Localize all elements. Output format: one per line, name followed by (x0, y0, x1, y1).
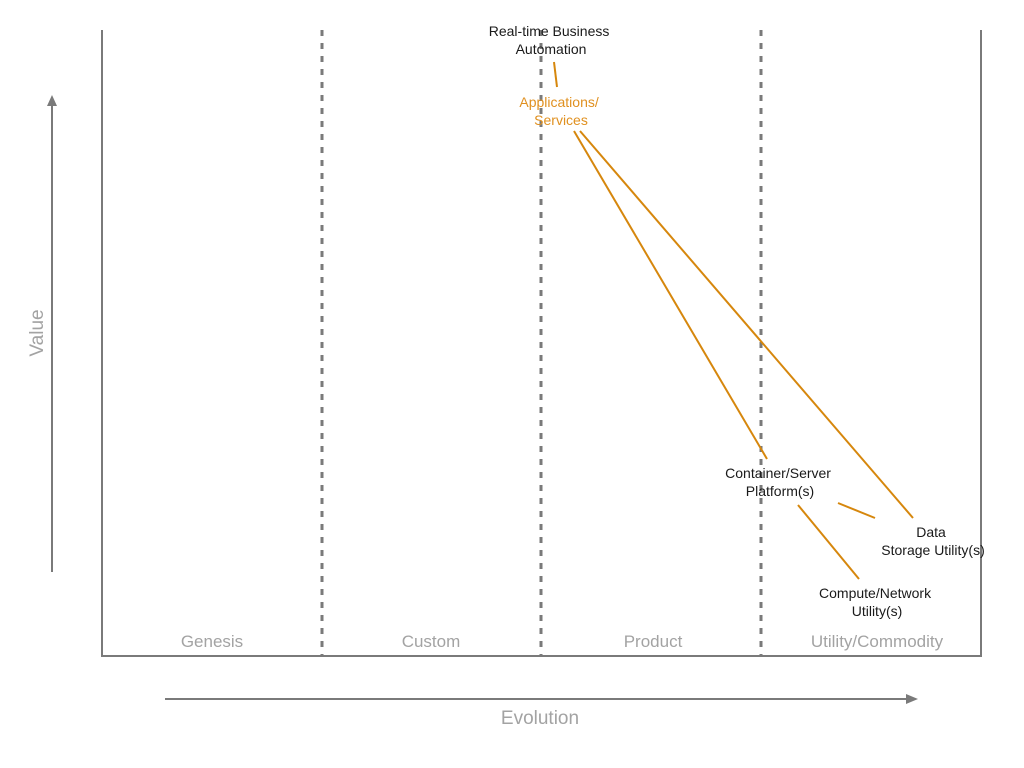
node-label-line: Utility(s) (852, 603, 903, 619)
node-label-line: Automation (516, 41, 587, 57)
stage-label-custom: Custom (402, 632, 461, 651)
node-label-line: Services (534, 112, 588, 128)
map-frame (101, 30, 982, 657)
stage-label-product: Product (624, 632, 683, 651)
link-applications-data (579, 130, 914, 519)
evolution-axis-title: Evolution (501, 708, 579, 729)
link-applications-container (573, 130, 768, 460)
node-label-line: Applications/ (519, 94, 598, 110)
evolution-axis: Evolution (165, 694, 918, 729)
node-applications-services[interactable]: Applications/ Services (519, 94, 602, 128)
node-label: Data Storage Utility(s) (881, 524, 984, 558)
node-label: Container/Server Platform(s) (725, 465, 835, 499)
link-container-compute (797, 504, 860, 580)
node-label-line: Container/Server (725, 465, 831, 481)
node-compute-network-utility[interactable]: Compute/Network Utility(s) (819, 585, 935, 619)
node-label: Compute/Network Utility(s) (819, 585, 935, 619)
stage-label-utility: Utility/Commodity (811, 632, 944, 651)
value-axis-title: Value (27, 309, 48, 356)
node-label-line: Platform(s) (746, 483, 814, 499)
value-axis: Value (27, 95, 57, 572)
node-realtime-business-automation[interactable]: Real-time Business Automation (489, 23, 614, 57)
node-data-storage-utility[interactable]: Data Storage Utility(s) (881, 524, 984, 558)
node-label-line: Storage Utility(s) (881, 542, 984, 558)
link-container-data (837, 502, 876, 519)
stage-label-genesis: Genesis (181, 632, 243, 651)
node-label-line: Data (916, 524, 946, 540)
node-label-line: Real-time Business (489, 23, 610, 39)
node-container-server-platform[interactable]: Container/Server Platform(s) (725, 465, 835, 499)
node-label: Applications/ Services (519, 94, 602, 128)
dependency-links (553, 61, 914, 580)
node-label-line: Compute/Network (819, 585, 932, 601)
stage-labels: Genesis Custom Product Utility/Commodity (181, 632, 944, 651)
value-axis-arrowhead (47, 95, 57, 106)
node-label: Real-time Business Automation (489, 23, 614, 57)
evolution-axis-arrowhead (906, 694, 918, 704)
link-realtime-applications (553, 61, 558, 88)
